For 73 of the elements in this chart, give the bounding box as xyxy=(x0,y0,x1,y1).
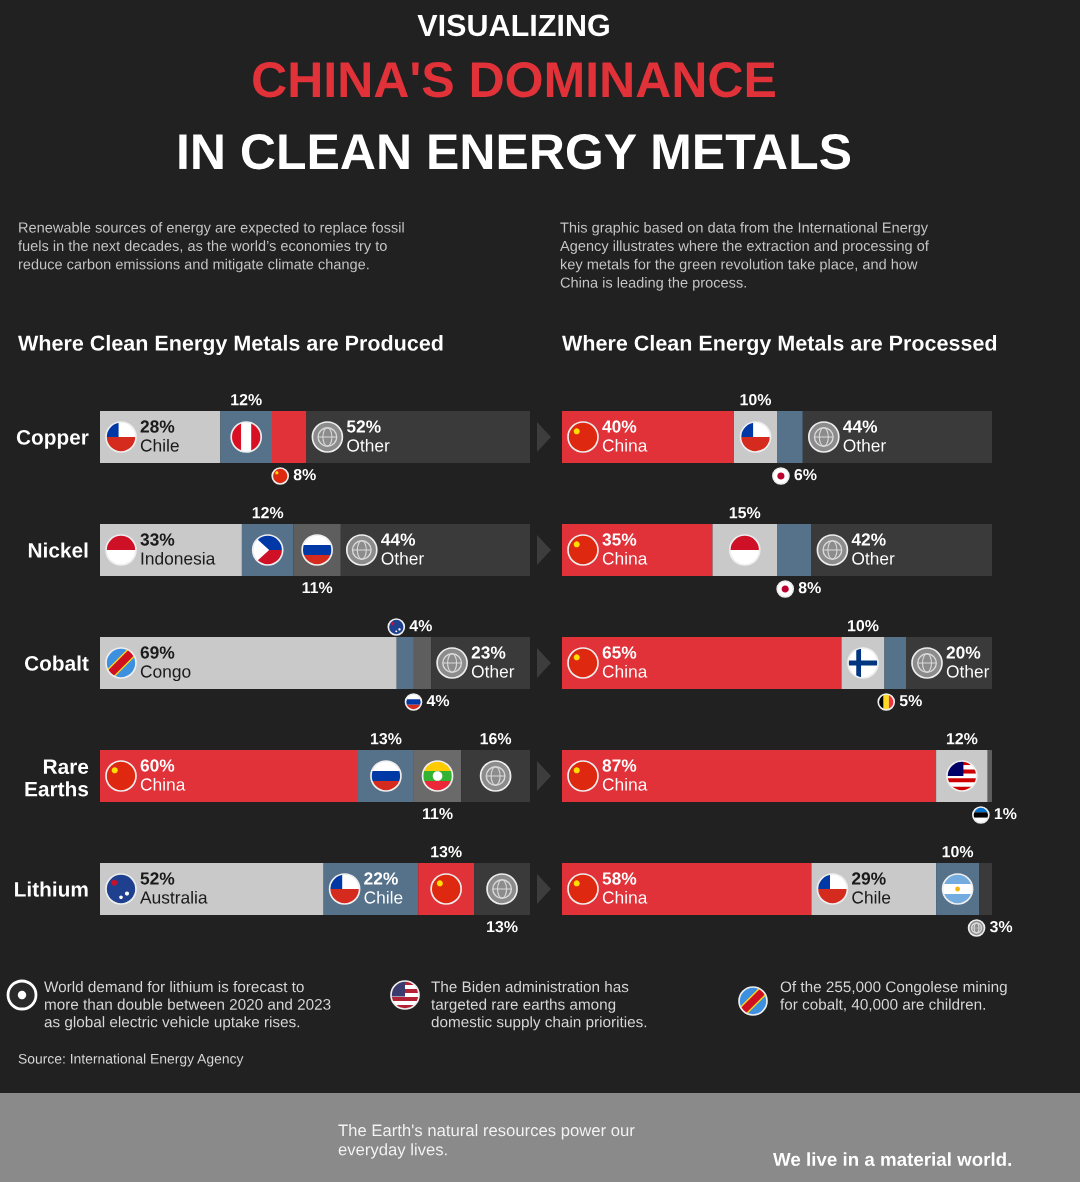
bar xyxy=(562,411,734,463)
y-tick-label: Rare Earths xyxy=(25,759,89,797)
text: The Biden administration has targeted rare earths among domestic supply chain priorities. xyxy=(431,981,647,1031)
bar xyxy=(811,524,992,576)
data-label: 3% xyxy=(989,920,1013,933)
bar xyxy=(802,411,992,463)
text: Of the 255,000 Congolese mining for cobalt, 40,000 are children. xyxy=(780,981,1007,1012)
y-tick-label: Cobalt xyxy=(24,655,89,671)
data-label: 20% Other xyxy=(946,646,990,678)
data-label: 4% xyxy=(409,620,432,632)
data-label: 44% Other xyxy=(843,420,886,452)
data-label: 15% xyxy=(729,507,761,519)
text: World demand for lithium is forecast to more than double between 2020 and 2023 as global electric vehicle uptake rises. xyxy=(44,981,331,1031)
bar xyxy=(562,637,842,689)
data-label: 6% xyxy=(794,468,817,481)
bar xyxy=(987,750,992,802)
chart-title: Where Clean Energy Metals are Processed xyxy=(562,334,997,356)
data-label: 65% China xyxy=(602,646,648,678)
data-label: 52% Other xyxy=(346,420,390,452)
data-label: 10% xyxy=(848,619,879,632)
data-label: 40% China xyxy=(602,420,648,452)
y-tick-label: Nickel xyxy=(28,542,88,558)
data-label: 1% xyxy=(994,808,1017,820)
bar xyxy=(306,411,530,463)
data-label: 10% xyxy=(740,393,772,406)
data-label: 52% Australia xyxy=(140,872,208,904)
data-label: 69% Congo xyxy=(140,646,191,682)
data-label: 12% xyxy=(252,506,284,519)
data-label: 16% xyxy=(480,732,512,745)
bar xyxy=(777,524,812,576)
data-label: 23% Other xyxy=(471,646,515,678)
data-label: 42% Other xyxy=(851,533,895,565)
text: This graphic based on data from the International Energy Agency illustrates where the extraction and processing of key metals for the green revolution take place, and how China is leading the process. xyxy=(560,222,929,291)
bar xyxy=(413,637,432,689)
data-label: 4% xyxy=(426,695,450,707)
bar xyxy=(340,524,530,576)
data-label: 12% xyxy=(946,732,978,745)
data-label: 60% China xyxy=(140,759,186,791)
data-label: 12% xyxy=(231,393,262,406)
data-label: 35% China xyxy=(602,533,648,565)
data-label: 8% xyxy=(798,581,821,594)
y-tick-label: Copper xyxy=(16,430,89,449)
data-label: 87% China xyxy=(602,759,648,791)
data-label: 13% xyxy=(431,845,462,858)
data-label: 11% xyxy=(423,808,453,820)
text: The Earth's natural resources power our everyday lives. xyxy=(338,1124,635,1159)
data-label: 8% xyxy=(293,468,316,481)
text: Renewable sources of energy are expected to replace fossil fuels in the next decades, as the world’s economies try to reduce carbon emissions and mitigate climate change. xyxy=(18,222,404,273)
data-label: 13% xyxy=(370,732,402,745)
data-label: 44% Other xyxy=(381,533,424,565)
bar xyxy=(562,863,812,915)
data-label: 10% xyxy=(942,845,974,858)
bar xyxy=(979,863,992,915)
data-label: 28% Chile xyxy=(140,420,179,452)
source-note: Source: International Energy Agency xyxy=(18,1053,244,1067)
data-label: 33% Indonesia xyxy=(140,533,216,565)
chart-title: Where Clean Energy Metals are Produced xyxy=(18,334,443,356)
bar xyxy=(562,750,937,802)
data-label: 11% xyxy=(302,582,333,594)
bar xyxy=(884,637,906,689)
data-label: 5% xyxy=(899,695,922,707)
bar xyxy=(777,411,803,463)
text: VISUALIZING CHINA'S DOMINANCE IN CLEAN ENERGY METALS xyxy=(179,14,851,170)
data-label: 13% xyxy=(487,920,518,933)
data-label: 29% Chile xyxy=(852,872,891,904)
bar xyxy=(272,411,307,463)
data-label: 58% China xyxy=(602,872,648,904)
bar xyxy=(396,637,414,689)
bar xyxy=(100,637,397,689)
data-label: 22% Chile xyxy=(364,872,403,904)
bar xyxy=(100,863,324,915)
y-tick-label: Lithium xyxy=(15,881,88,897)
text: We live in a material world. xyxy=(773,1152,1012,1167)
